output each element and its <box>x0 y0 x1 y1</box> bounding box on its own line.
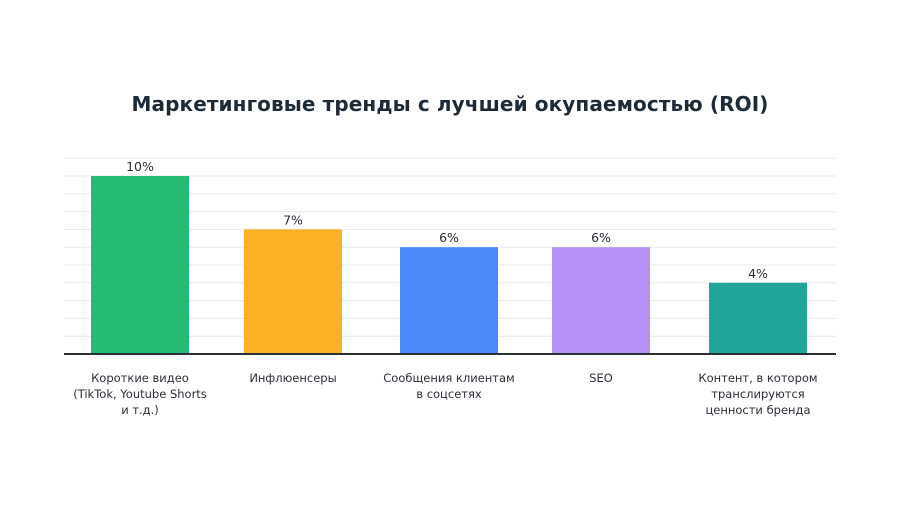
bars <box>91 176 807 354</box>
category-label: SEO <box>526 370 676 386</box>
category-label-line: Инфлюенсеры <box>249 371 337 385</box>
category-label-line: транслируются <box>711 387 805 401</box>
category-label-line: ценности бренда <box>705 403 811 417</box>
category-label-line: и т.д.) <box>121 403 159 417</box>
category-label: Инфлюенсеры <box>218 370 368 386</box>
data-label: 7% <box>283 212 303 227</box>
bar <box>244 229 342 354</box>
data-label: 10% <box>126 159 154 174</box>
data-label: 6% <box>439 230 459 245</box>
category-label: Контент, в котором транслируются ценности … <box>683 370 833 418</box>
data-label: 6% <box>591 230 611 245</box>
category-label-line: Контент, в котором <box>698 371 818 385</box>
category-label-line: Сообщения клиентам <box>383 371 515 385</box>
category-label-line: SEO <box>589 371 613 385</box>
bar <box>709 282 807 354</box>
category-label: Сообщения клиентам в соцсетях <box>374 370 524 402</box>
bar <box>400 247 498 354</box>
data-labels: 10% 7% 6% 6% 4% <box>126 159 768 281</box>
data-label: 4% <box>748 266 768 281</box>
bar <box>552 247 650 354</box>
category-label-line: (TikTok, Youtube Shorts <box>73 387 207 401</box>
bar <box>91 176 189 354</box>
chart-title: Маркетинговые тренды с лучшей окупаемост… <box>131 92 769 116</box>
category-label-line: Короткие видео <box>91 371 189 385</box>
category-label-line: в соцсетях <box>416 387 482 401</box>
category-label: Короткие видео (TikTok, Youtube Shorts и т… <box>65 370 215 418</box>
